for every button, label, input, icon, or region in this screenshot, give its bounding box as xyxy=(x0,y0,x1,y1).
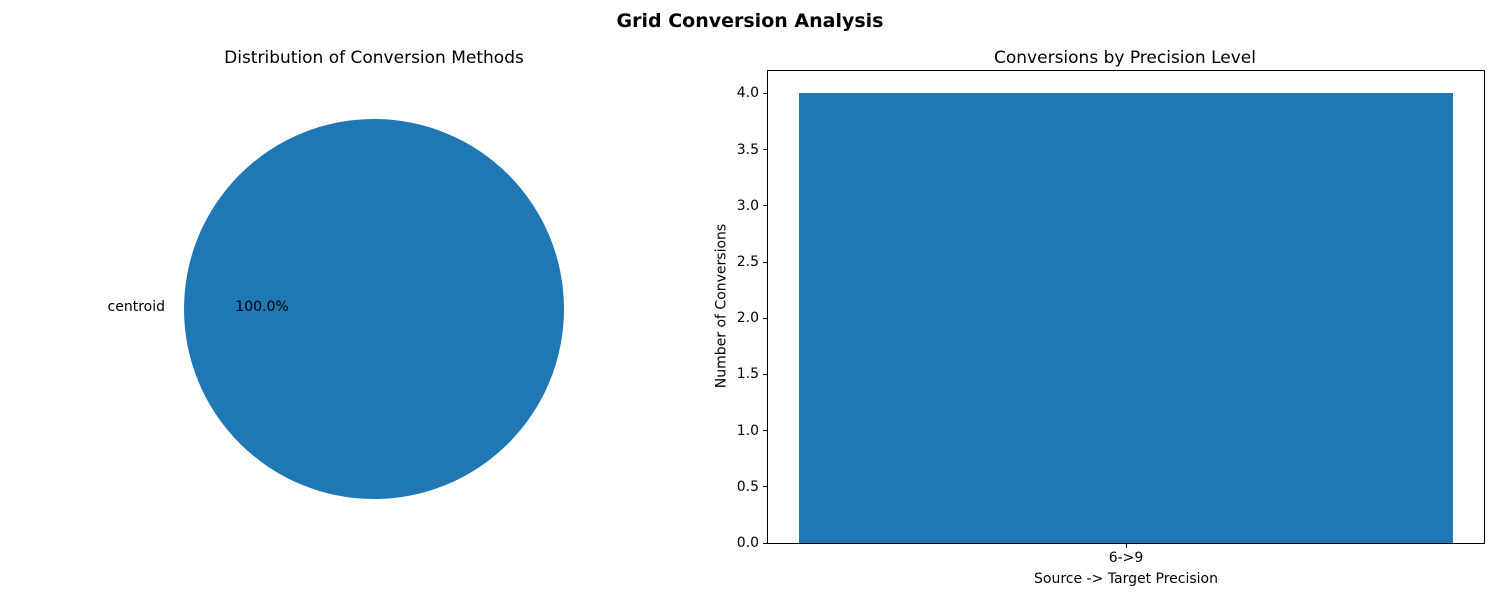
y-axis-label: Number of Conversions xyxy=(713,223,730,389)
y-tick-mark xyxy=(763,542,767,544)
y-tick-label: 1.0 xyxy=(736,422,759,439)
bar-6-to-9 xyxy=(799,93,1453,543)
y-tick-mark xyxy=(763,92,767,94)
bar-plot-area: 6->9 Source -> Target Precision 0.0 0.5 1.… xyxy=(737,70,1485,587)
x-axis-label: Source -> Target Precision xyxy=(1034,571,1218,587)
y-tick-label: 3.5 xyxy=(736,141,759,158)
y-tick-label: 2.5 xyxy=(736,254,759,271)
y-tick-label: 1.5 xyxy=(736,366,759,383)
y-tick-mark xyxy=(763,430,767,432)
y-tick-mark xyxy=(763,149,767,151)
y-tick-mark xyxy=(763,486,767,488)
y-tick-label: 0.0 xyxy=(736,535,759,551)
pie-slice-centroid xyxy=(184,119,564,499)
x-tick-label: 6->9 xyxy=(1108,550,1144,566)
y-tick-label: 0.5 xyxy=(736,478,759,495)
y-tick-mark xyxy=(763,317,767,319)
y-tick-mark xyxy=(763,205,767,207)
pie-chart-title: Distribution of Conversion Methods xyxy=(224,48,524,68)
pie-slice-percent-label: 100.0% xyxy=(235,299,289,315)
y-tick-label: 4.0 xyxy=(736,85,759,102)
y-tick-label: 2.0 xyxy=(736,310,759,327)
x-tick-mark xyxy=(1126,544,1127,548)
y-tick-mark xyxy=(763,261,767,263)
figure-title: Grid Conversion Analysis xyxy=(616,10,884,32)
y-tick-mark xyxy=(763,373,767,375)
pie-slice-label: centroid xyxy=(107,299,165,315)
bar-chart-title: Conversions by Precision Level xyxy=(994,48,1256,68)
y-tick-label: 3.0 xyxy=(736,197,759,214)
